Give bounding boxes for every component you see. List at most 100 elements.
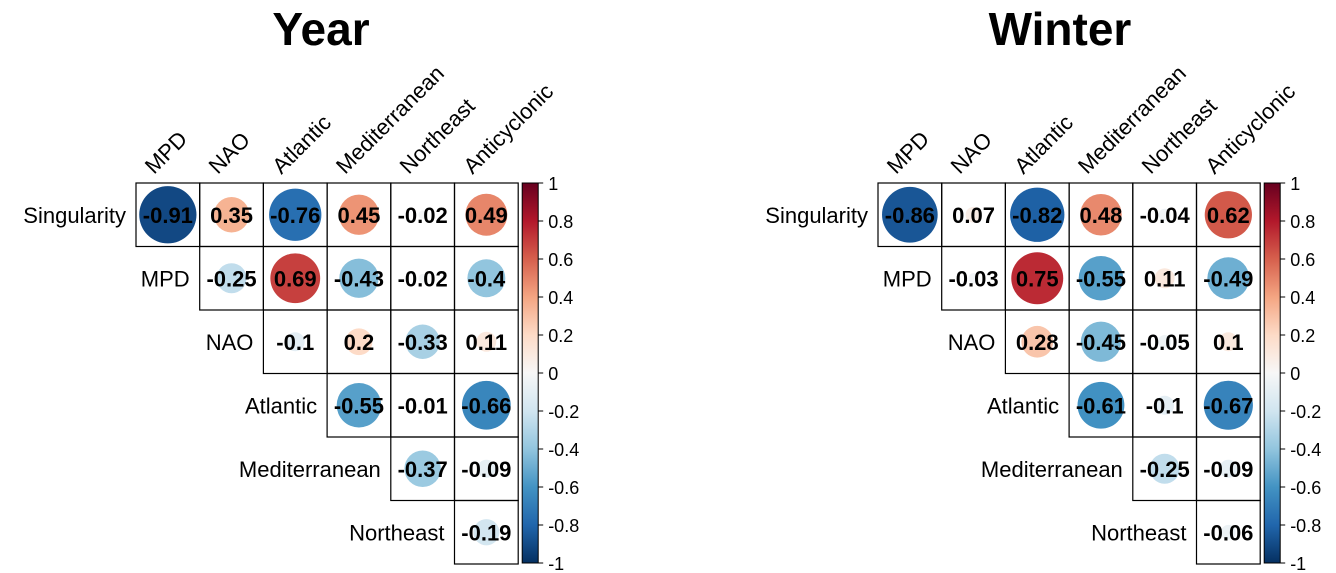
- p1-corr-value-r1-c5: -0.49: [1203, 266, 1253, 291]
- p1-corr-value-r3-c5: -0.67: [1203, 393, 1253, 418]
- p0-corr-value-r0-c1: 0.35: [210, 203, 253, 228]
- p1-col-label-3: Mediterranean: [1073, 61, 1191, 179]
- p0-cell-r5-c5: [453, 499, 519, 565]
- p0-corr-circle-r0-c5: [465, 193, 508, 236]
- p1-col-label-2: Atlantic: [1009, 110, 1078, 179]
- p0-corr-value-r4-c5: -0.09: [461, 457, 511, 482]
- p1-legend-tick-label-2: 0.6: [1290, 250, 1315, 270]
- p1-corr-circle-r0-c0: [882, 186, 938, 243]
- p1-corr-circle-r3-c4: [1155, 395, 1175, 415]
- p1-legend-tick-label-10: -1: [1290, 554, 1306, 573]
- p0-legend-tick-label-9: -0.8: [548, 516, 579, 536]
- p0-row-label-1: MPD: [141, 267, 190, 292]
- p1-corr-circle-r1-c2: [1011, 252, 1064, 305]
- p1-corr-circle-r0-c1: [965, 206, 982, 223]
- p1-corr-value-r4-c4: -0.25: [1140, 457, 1190, 482]
- p1-legend-tick-label-1: 0.8: [1290, 212, 1315, 232]
- p1-corr-value-r2-c5: 0.1: [1213, 330, 1244, 355]
- p0-row-label-0: Singularity: [23, 203, 126, 228]
- p0-row-label-3: Atlantic: [245, 394, 317, 419]
- p0-corr-value-r0-c0: -0.91: [143, 203, 193, 228]
- p0-corr-circle-r1-c5: [467, 259, 506, 298]
- p0-corr-value-r0-c3: 0.45: [338, 203, 381, 228]
- p1-legend-colorbar: [1264, 183, 1281, 563]
- p0-row-label-4: Mediterranean: [239, 457, 381, 482]
- p0-legend-tick-label-6: -0.2: [548, 402, 579, 422]
- p0-legend-tick-label-1: 0.8: [548, 212, 573, 232]
- p1-legend-tick-label-7: -0.4: [1290, 440, 1321, 460]
- p0-legend-tick-label-2: 0.6: [548, 250, 573, 270]
- p0-legend-tick-label-0: 1: [548, 174, 558, 194]
- p0-corr-circle-r3-c3: [336, 383, 382, 428]
- p0-corr-value-r3-c5: -0.66: [461, 393, 511, 418]
- p0-corr-circle-r0-c3: [338, 194, 380, 235]
- p0-corr-circle-r1-c4: [418, 274, 427, 283]
- p1-corr-value-r0-c1: 0.07: [952, 203, 995, 228]
- p0-corr-circle-r2-c4: [405, 324, 440, 359]
- p1-row-label-3: Atlantic: [987, 394, 1059, 419]
- p0-corr-value-r3-c4: -0.01: [398, 393, 448, 418]
- p1-corr-value-r0-c5: 0.62: [1207, 203, 1250, 228]
- p0-corr-circle-r1-c1: [216, 263, 247, 294]
- p1-corr-value-r1-c1: -0.03: [948, 266, 998, 291]
- p1-corr-circle-r3-c3: [1077, 381, 1125, 429]
- p1-row-label-1: MPD: [883, 267, 932, 292]
- p0-corr-circle-r0-c2: [269, 188, 322, 241]
- p1-corr-circle-r2-c3: [1080, 321, 1122, 362]
- p1-corr-circle-r5-c5: [1221, 524, 1236, 540]
- p1-corr-value-r1-c2: 0.75: [1016, 266, 1059, 291]
- p1-legend-tick-label-6: -0.2: [1290, 402, 1321, 422]
- p1-corr-circle-r2-c2: [1021, 325, 1054, 358]
- p0-corr-value-r1-c1: -0.25: [206, 266, 256, 291]
- p0-legend-tick-label-7: -0.4: [548, 440, 579, 460]
- p1-corr-value-r3-c4: -0.1: [1146, 393, 1184, 418]
- p1-row-label-4: Mediterranean: [981, 457, 1123, 482]
- p1-legend-tick-label-4: 0.2: [1290, 326, 1315, 346]
- p1-legend-tick-label-0: 1: [1290, 174, 1300, 194]
- p1-corr-value-r2-c2: 0.28: [1016, 330, 1059, 355]
- p1-row-label-5: Northeast: [1091, 521, 1186, 546]
- p1-corr-circle-r0-c5: [1204, 191, 1252, 239]
- p0-corr-circle-r3-c5: [461, 380, 511, 430]
- p0-corr-value-r5-c5: -0.19: [461, 520, 511, 545]
- p0-legend-tick-label-4: 0.2: [548, 326, 573, 346]
- p1-corr-circle-r2-c5: [1218, 332, 1238, 352]
- p0-legend-colorbar: [522, 183, 539, 563]
- p0-legend-tick-label-5: 0: [548, 364, 558, 384]
- p0-row-label-5: Northeast: [349, 521, 444, 546]
- p0-corr-value-r2-c2: -0.1: [276, 330, 314, 355]
- p1-corr-circle-r1-c1: [968, 273, 979, 284]
- p1-corr-value-r3-c3: -0.61: [1076, 393, 1126, 418]
- p0-corr-value-r3-c3: -0.55: [334, 393, 384, 418]
- p0-corr-circle-r2-c3: [345, 328, 373, 356]
- p0-corr-value-r0-c2: -0.76: [270, 203, 320, 228]
- p1-corr-value-r0-c4: -0.04: [1140, 203, 1191, 228]
- p1-corr-circle-r0-c4: [1158, 208, 1171, 221]
- p1-legend-tick-label-3: 0.4: [1290, 288, 1315, 308]
- p0-corr-value-r1-c4: -0.02: [398, 266, 448, 291]
- p1-corr-circle-r1-c5: [1207, 257, 1250, 300]
- p1-legend-tick-label-8: -0.6: [1290, 478, 1321, 498]
- p1-corr-value-r0-c2: -0.82: [1012, 203, 1062, 228]
- p0-corr-value-r1-c3: -0.43: [334, 266, 384, 291]
- p1-corr-circle-r4-c4: [1149, 453, 1180, 484]
- p0-corr-circle-r2-c5: [476, 331, 497, 352]
- p0-corr-value-r2-c5: 0.11: [466, 330, 508, 355]
- p1-corr-circle-r1-c4: [1154, 268, 1175, 289]
- p0-corr-value-r2-c4: -0.33: [398, 330, 448, 355]
- p0-corr-circle-r5-c5: [473, 519, 500, 546]
- p0-corr-circle-r0-c0: [139, 186, 197, 244]
- p0-corr-value-r2-c3: 0.2: [344, 330, 375, 355]
- p1-corr-value-r2-c4: -0.05: [1140, 330, 1190, 355]
- p0-corr-value-r0-c4: -0.02: [398, 203, 448, 228]
- p1-corr-value-r1-c4: 0.11: [1144, 266, 1186, 291]
- p0-corr-circle-r4-c4: [404, 450, 441, 487]
- p1-corr-value-r1-c3: -0.55: [1076, 266, 1126, 291]
- p1-corr-circle-r3-c5: [1203, 380, 1253, 430]
- chart-title-winter: Winter: [988, 3, 1132, 55]
- p0-row-label-2: NAO: [206, 330, 254, 355]
- p1-corr-circle-r2-c4: [1157, 335, 1172, 349]
- p1-row-label-2: NAO: [948, 330, 996, 355]
